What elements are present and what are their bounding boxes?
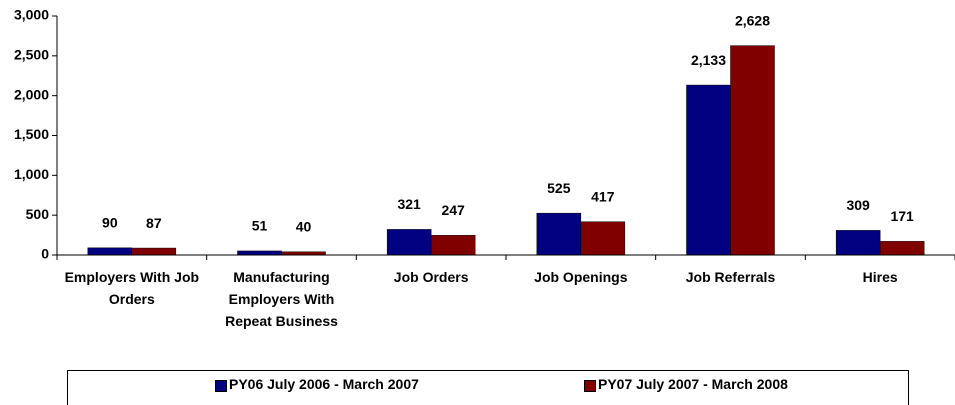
bar xyxy=(536,212,582,256)
legend-swatch xyxy=(215,380,227,392)
bar xyxy=(580,221,626,256)
bar xyxy=(237,250,282,256)
y-tick-label: 1,000 xyxy=(14,166,49,182)
x-tick-label: Job Orders xyxy=(393,269,469,285)
bar xyxy=(730,45,775,256)
bar xyxy=(87,247,133,256)
y-tick-label: 3,000 xyxy=(14,7,49,23)
legend-label: PY07 July 2007 - March 2008 xyxy=(598,376,788,392)
bar xyxy=(386,229,432,256)
data-label: 171 xyxy=(890,208,914,224)
data-label: 90 xyxy=(102,215,118,231)
legend-label: PY06 July 2006 - March 2007 xyxy=(229,376,419,392)
y-tick-label: 1,500 xyxy=(14,126,49,142)
x-tick-label: Hires xyxy=(862,269,898,285)
data-label: 309 xyxy=(846,197,870,213)
data-label: 525 xyxy=(547,180,571,196)
data-label: 51 xyxy=(252,218,268,234)
data-label: 321 xyxy=(397,196,421,212)
x-tick-label: Job Openings xyxy=(534,269,628,285)
y-tick-label: 500 xyxy=(26,206,50,222)
data-label: 2,133 xyxy=(691,52,726,68)
x-tick-label: Job Referrals xyxy=(685,269,776,285)
y-tick-label: 0 xyxy=(41,246,49,262)
x-tick-label: Employers With Job Orders xyxy=(64,269,200,307)
data-label: 40 xyxy=(296,219,312,235)
bar xyxy=(879,241,925,256)
data-label: 2,628 xyxy=(735,12,770,28)
y-tick-label: 2,500 xyxy=(14,47,49,63)
bar xyxy=(686,84,731,256)
bar xyxy=(430,235,476,256)
legend-swatch xyxy=(584,380,596,392)
data-label: 87 xyxy=(146,215,162,231)
legend: PY06 July 2006 - March 2007 PY07 July 200… xyxy=(67,370,909,405)
x-tick-label: Manufacturing Employers With Repeat Busi… xyxy=(225,269,338,329)
bar xyxy=(835,230,881,256)
bar xyxy=(131,247,177,256)
y-tick-label: 2,000 xyxy=(14,86,49,102)
data-label: 247 xyxy=(441,202,465,218)
data-label: 417 xyxy=(591,188,615,204)
